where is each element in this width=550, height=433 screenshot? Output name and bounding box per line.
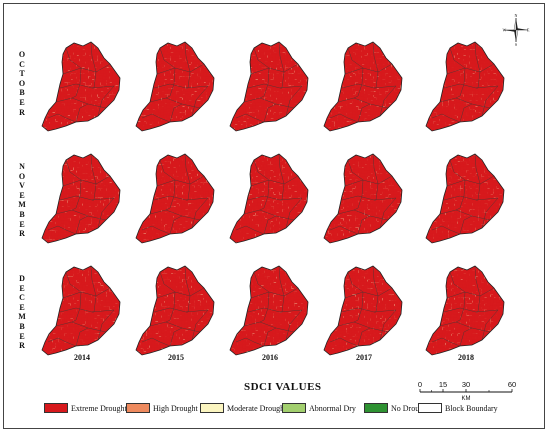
month-letter: M <box>18 312 26 322</box>
legend-label: No Drought <box>391 403 430 413</box>
sdci-map-november-2018 <box>420 150 512 246</box>
legend-item: Moderate Drought <box>200 402 286 414</box>
month-letter: D <box>19 274 25 283</box>
legend-label: Extreme Drought <box>71 403 127 413</box>
year-label: 2017 <box>356 353 372 362</box>
month-letter: E <box>19 283 25 293</box>
month-letter: B <box>19 321 25 331</box>
month-letter: E <box>19 302 25 312</box>
sdci-map-november-2016 <box>224 150 316 246</box>
scale-tick-label: 0 <box>418 380 422 389</box>
legend-item: Abnormal Dry <box>282 402 356 414</box>
legend-item: Extreme Drought <box>44 402 127 414</box>
year-label: 2018 <box>458 353 474 362</box>
month-letter: B <box>19 88 25 98</box>
scale-bar: 0 15 30 60 KM <box>412 378 522 414</box>
sdci-map-december-2017 <box>318 262 410 358</box>
sdci-map-december-2014 <box>36 262 128 358</box>
legend-label: Moderate Drought <box>227 403 287 413</box>
legend-item: Block Boundary <box>418 402 498 414</box>
month-letter: B <box>19 209 25 219</box>
legend-label: Abnormal Dry <box>309 403 356 413</box>
north-label: N <box>515 14 518 18</box>
sdci-map-october-2014 <box>36 38 128 134</box>
month-letter: R <box>19 341 25 351</box>
month-letter: O <box>18 78 26 88</box>
legend-swatch <box>364 403 388 413</box>
legend-label: High Drought <box>153 403 198 413</box>
month-letter: M <box>18 200 26 210</box>
north-arrow-icon: N E S W <box>502 14 531 46</box>
legend-swatch <box>200 403 224 413</box>
month-letter: O <box>18 171 26 181</box>
legend-item: High Drought <box>126 402 198 414</box>
month-letter: E <box>19 219 25 229</box>
west-label: W <box>503 27 507 32</box>
sdci-map-november-2014 <box>36 150 128 246</box>
sdci-map-december-2016 <box>224 262 316 358</box>
month-letter: C <box>19 59 25 69</box>
sdci-map-november-2017 <box>318 150 410 246</box>
legend-swatch <box>126 403 150 413</box>
figure-frame <box>3 3 545 429</box>
month-letter: E <box>19 190 25 200</box>
scale-tick-label: 30 <box>462 380 470 389</box>
month-letter: V <box>19 181 25 191</box>
month-letter: N <box>19 162 25 171</box>
sdci-map-november-2015 <box>130 150 222 246</box>
year-label: 2016 <box>262 353 278 362</box>
month-letter: E <box>19 331 25 341</box>
month-letter: E <box>19 97 25 107</box>
legend-swatch <box>282 403 306 413</box>
legend-item: No Drought <box>364 402 429 414</box>
year-label: 2015 <box>168 353 184 362</box>
sdci-map-december-2018 <box>420 262 512 358</box>
legend-title: SDCI VALUES <box>244 381 322 393</box>
sdci-map-october-2018 <box>420 38 512 134</box>
sdci-map-october-2016 <box>224 38 316 134</box>
sdci-map-october-2017 <box>318 38 410 134</box>
month-letter: R <box>19 229 25 239</box>
scale-unit: KM <box>462 396 471 402</box>
east-label: E <box>527 27 530 32</box>
scale-tick-label: 15 <box>439 380 447 389</box>
legend-label: Block Boundary <box>445 403 498 413</box>
legend-swatch <box>418 403 442 413</box>
month-letter: C <box>19 293 25 303</box>
scale-tick-label: 60 <box>508 380 516 389</box>
sdci-map-december-2015 <box>130 262 222 358</box>
month-letter: O <box>18 50 26 59</box>
year-label: 2014 <box>74 353 90 362</box>
sdci-map-october-2015 <box>130 38 222 134</box>
month-letter: R <box>19 107 25 117</box>
south-label: S <box>515 42 517 46</box>
month-letter: T <box>19 69 25 79</box>
legend-swatch <box>44 403 68 413</box>
